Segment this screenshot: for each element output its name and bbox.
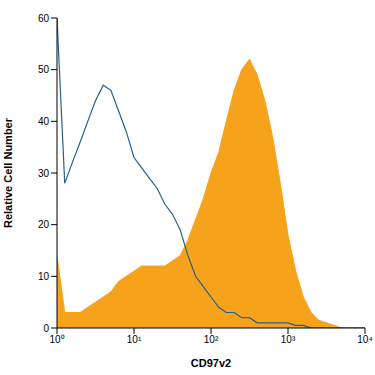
svg-text:10: 10 xyxy=(38,271,50,282)
svg-text:10²: 10² xyxy=(204,334,219,345)
svg-text:Relative Cell Number: Relative Cell Number xyxy=(8,117,14,228)
svg-text:60: 60 xyxy=(38,13,50,24)
svg-text:CD97v2: CD97v2 xyxy=(191,357,231,369)
svg-text:50: 50 xyxy=(38,64,50,75)
svg-text:30: 30 xyxy=(38,168,50,179)
svg-text:20: 20 xyxy=(38,219,50,230)
svg-text:10³: 10³ xyxy=(281,334,296,345)
svg-text:10⁴: 10⁴ xyxy=(357,334,367,345)
svg-text:10⁰: 10⁰ xyxy=(49,334,64,345)
svg-text:40: 40 xyxy=(38,116,50,127)
svg-text:0: 0 xyxy=(43,323,49,334)
svg-text:10¹: 10¹ xyxy=(127,334,142,345)
